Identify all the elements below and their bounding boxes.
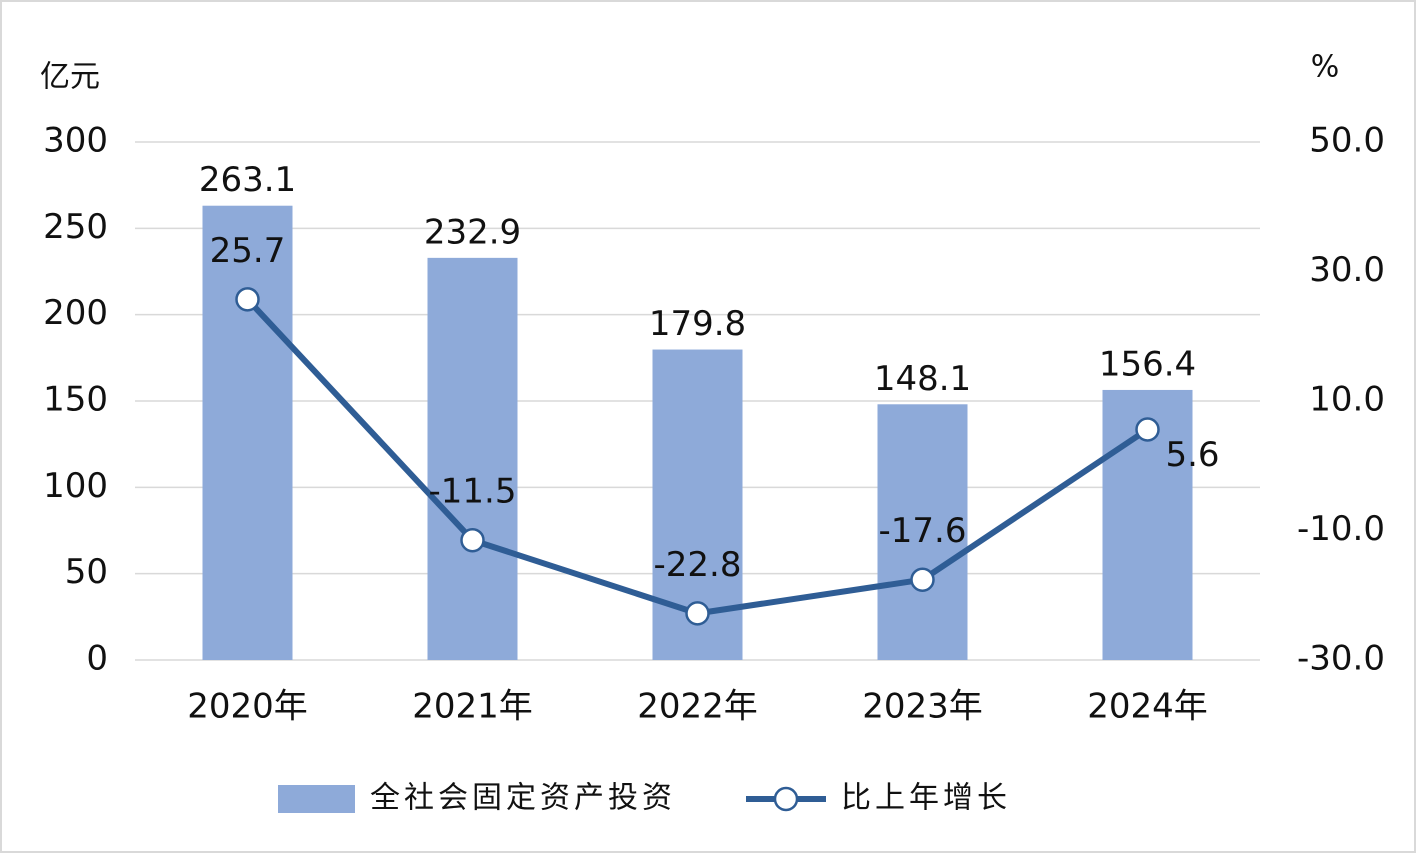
line-value-label: -11.5 [429, 472, 517, 512]
bar [877, 404, 968, 660]
y2-tick-label: 30.0 [1309, 250, 1385, 290]
bar-value-label: 232.9 [424, 212, 521, 252]
bar-value-label: 148.1 [874, 359, 971, 399]
y2-axis-label: % [1311, 50, 1340, 85]
legend-label: 比上年增长 [841, 781, 1011, 816]
y-tick-label: 100 [43, 466, 108, 506]
line-marker [460, 527, 485, 553]
y-tick-label: 0 [86, 639, 108, 679]
x-tick-label: 2021年 [412, 687, 533, 727]
y2-tick-label: 50.0 [1309, 121, 1385, 161]
legend-label: 全社会固定资产投资 [370, 781, 676, 816]
y-tick-label: 250 [43, 207, 108, 247]
bar-value-label: 263.1 [199, 160, 296, 200]
bar [202, 205, 293, 661]
line-value-label: 25.7 [210, 231, 286, 271]
bar-value-label: 179.8 [649, 304, 746, 344]
y2-tick-label: -10.0 [1297, 509, 1385, 549]
y-tick-label: 50 [65, 552, 108, 592]
line-marker [685, 601, 710, 626]
x-tick-label: 2020年 [187, 687, 308, 727]
line-value-label: -17.6 [879, 511, 967, 551]
y-axis-label: 亿元 [40, 60, 100, 95]
y-tick-label: 300 [43, 121, 108, 161]
x-tick-label: 2022年 [637, 687, 758, 727]
legend-marker [773, 786, 799, 812]
bar [427, 257, 518, 660]
legend-swatch [278, 785, 355, 813]
line-marker [235, 287, 260, 312]
line-value-label: -22.8 [654, 545, 742, 585]
line-marker [910, 567, 935, 592]
line-marker [1135, 417, 1160, 442]
y2-tick-label: -30.0 [1297, 639, 1385, 679]
bar-value-label: 156.4 [1099, 344, 1196, 384]
y2-tick-label: 10.0 [1309, 380, 1385, 420]
y-tick-label: 150 [43, 380, 108, 420]
x-tick-label: 2023年 [862, 687, 983, 727]
line-value-label: 5.6 [1165, 435, 1219, 475]
y-tick-label: 200 [43, 293, 108, 333]
x-tick-label: 2024年 [1087, 687, 1208, 727]
